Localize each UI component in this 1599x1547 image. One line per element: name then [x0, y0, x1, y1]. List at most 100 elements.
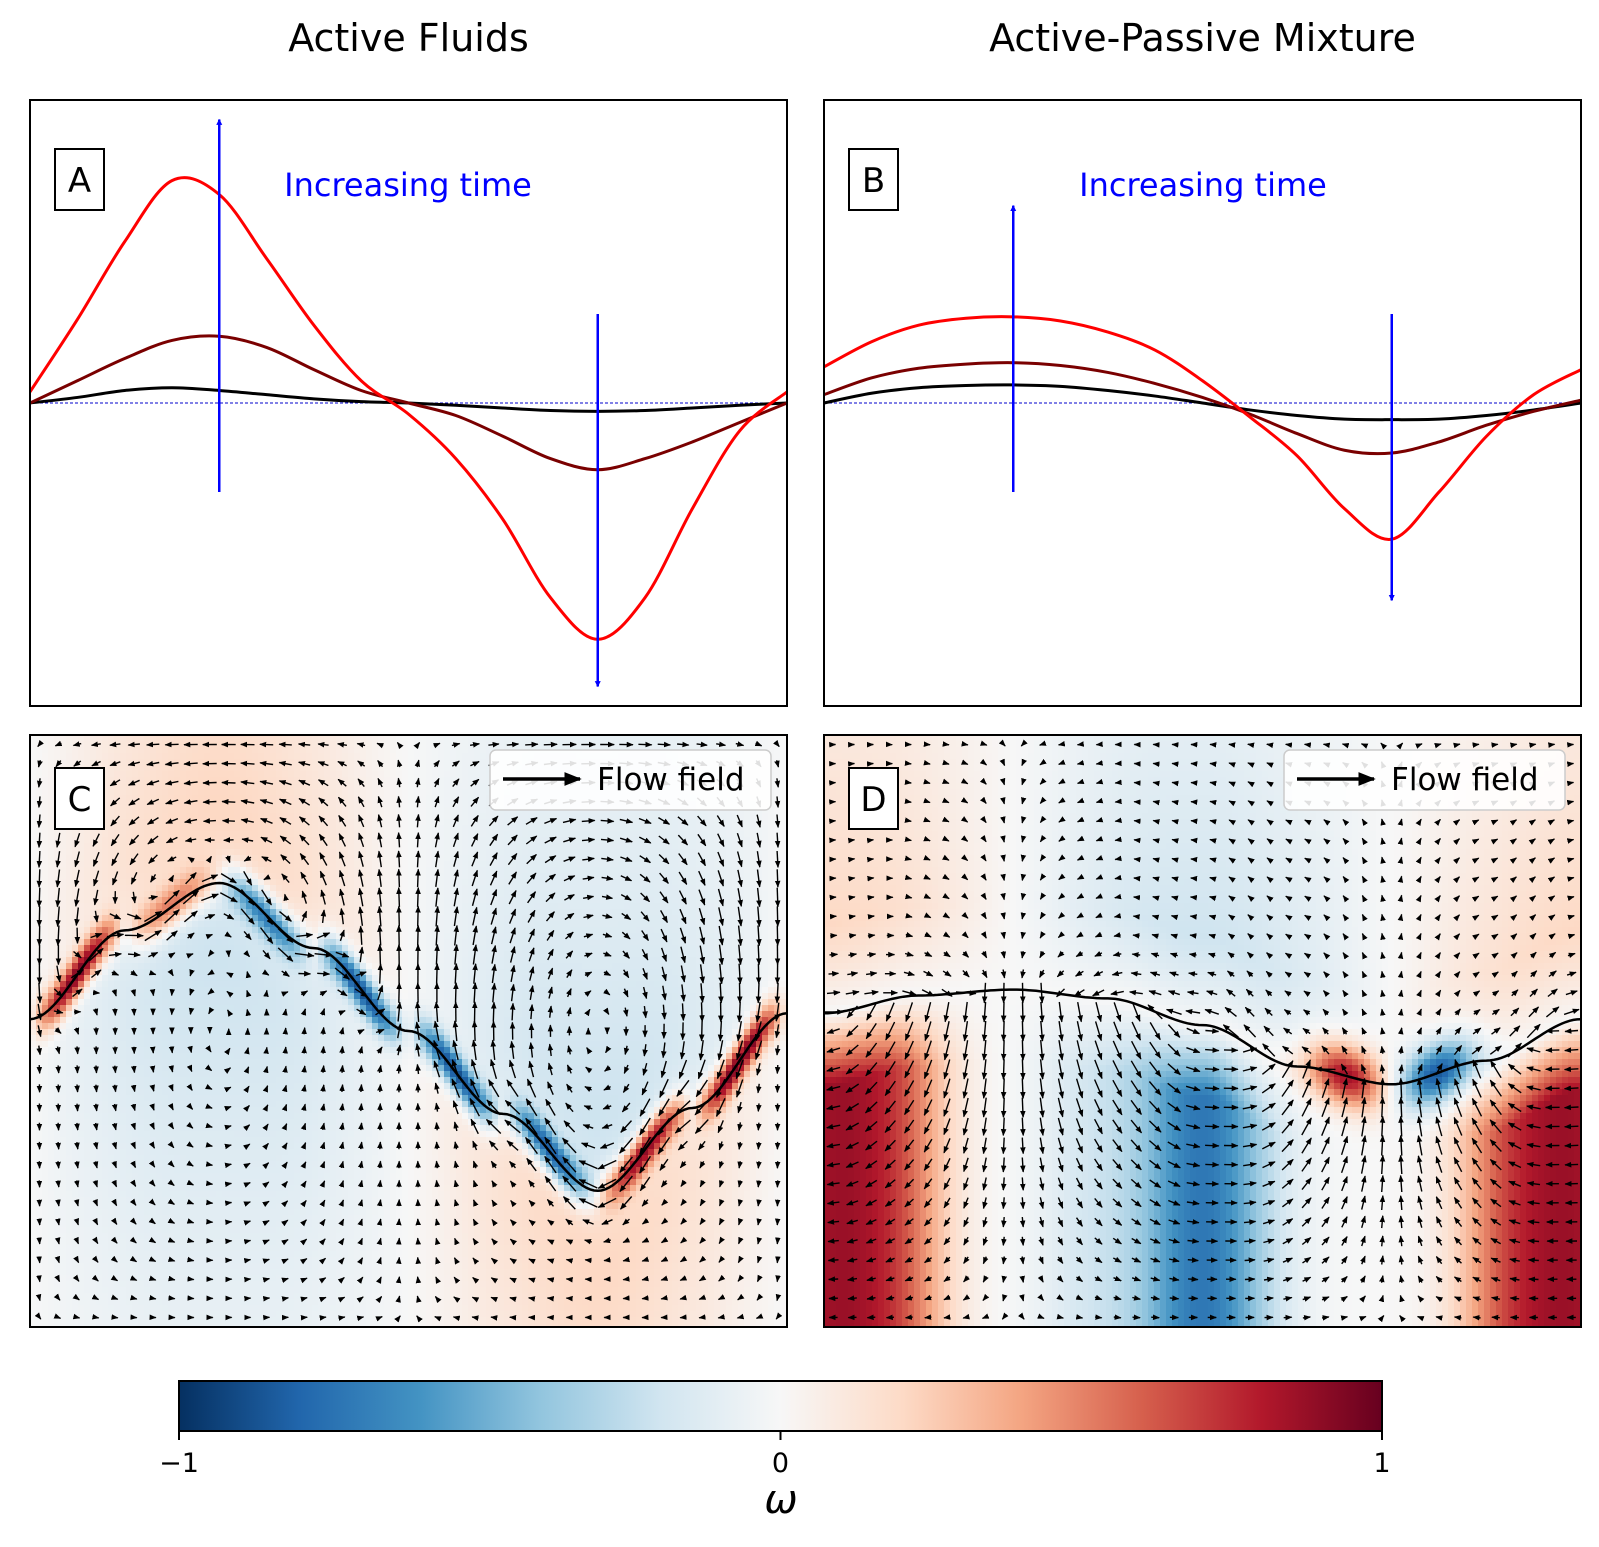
vorticity-cell: [312, 879, 319, 886]
vorticity-cell: [594, 825, 601, 832]
vorticity-cell: [264, 903, 271, 910]
vorticity-cell: [174, 825, 181, 832]
vorticity-cell: [138, 945, 145, 952]
vorticity-cell: [732, 837, 739, 844]
vorticity-cell: [462, 747, 469, 754]
vorticity-cell: [600, 927, 607, 934]
vorticity-cell: [330, 801, 337, 808]
vorticity-cell: [684, 849, 691, 856]
vorticity-cell: [774, 747, 781, 754]
vorticity-cell: [648, 873, 655, 880]
vorticity-cell: [102, 945, 109, 952]
vorticity-cell: [654, 843, 661, 850]
vorticity-cell: [390, 849, 397, 856]
vorticity-cell: [312, 747, 319, 754]
vorticity-cell: [684, 831, 691, 838]
vorticity-cell: [294, 903, 301, 910]
vorticity-cell: [498, 741, 505, 748]
vorticity-cell: [132, 933, 139, 940]
vorticity-cell: [252, 771, 259, 778]
vorticity-cell: [114, 861, 121, 868]
vorticity-cell: [462, 861, 469, 868]
vorticity-cell: [666, 903, 673, 910]
vorticity-cell: [708, 897, 715, 904]
vorticity-cell: [354, 753, 361, 760]
vorticity-cell: [462, 945, 469, 952]
vorticity-cell: [78, 753, 85, 760]
vorticity-cell: [210, 963, 217, 970]
vorticity-cell: [42, 777, 49, 784]
vorticity-cell: [114, 747, 121, 754]
vorticity-cell: [198, 843, 205, 850]
vorticity-cell: [276, 867, 283, 874]
vorticity-cell: [504, 957, 511, 964]
vorticity-cell: [534, 885, 541, 892]
vorticity-cell: [168, 945, 175, 952]
vorticity-cell: [564, 963, 571, 970]
vorticity-cell: [294, 837, 301, 844]
vorticity-cell: [270, 957, 277, 964]
vorticity-cell: [42, 843, 49, 850]
vorticity-cell: [510, 903, 517, 910]
vorticity-cell: [780, 747, 787, 754]
vorticity-cell: [282, 747, 289, 754]
vorticity-cell: [480, 801, 487, 808]
vorticity-cell: [438, 777, 445, 784]
vorticity-cell: [246, 867, 253, 874]
vorticity-cell: [432, 789, 439, 796]
vorticity-cell: [660, 849, 667, 856]
vorticity-cell: [120, 801, 127, 808]
vorticity-cell: [570, 903, 577, 910]
vorticity-cell: [372, 957, 379, 964]
vorticity-cell: [420, 783, 427, 790]
vorticity-cell: [426, 909, 433, 916]
vorticity-cell: [654, 915, 661, 922]
vorticity-cell: [528, 843, 535, 850]
vorticity-cell: [720, 963, 727, 970]
vorticity-cell: [288, 921, 295, 928]
vorticity-cell: [222, 939, 229, 946]
vorticity-cell: [426, 837, 433, 844]
vorticity-cell: [246, 903, 253, 910]
vorticity-cell: [366, 843, 373, 850]
vorticity-cell: [330, 789, 337, 796]
vorticity-cell: [294, 957, 301, 964]
vorticity-cell: [438, 843, 445, 850]
vorticity-cell: [582, 813, 589, 820]
vorticity-cell: [348, 789, 355, 796]
vorticity-cell: [672, 867, 679, 874]
vorticity-cell: [426, 759, 433, 766]
vorticity-cell: [588, 945, 595, 952]
vorticity-cell: [768, 909, 775, 916]
vorticity-cell: [60, 831, 67, 838]
vorticity-cell: [120, 831, 127, 838]
vorticity-cell: [384, 843, 391, 850]
vorticity-cell: [732, 957, 739, 964]
vorticity-cell: [486, 933, 493, 940]
vorticity-cell: [618, 939, 625, 946]
vorticity-cell: [90, 903, 97, 910]
vorticity-cell: [138, 957, 145, 964]
vorticity-cell: [582, 843, 589, 850]
vorticity-cell: [438, 837, 445, 844]
vorticity-cell: [492, 849, 499, 856]
vorticity-cell: [390, 873, 397, 880]
vorticity-cell: [282, 921, 289, 928]
vorticity-cell: [588, 861, 595, 868]
vorticity-cell: [540, 909, 547, 916]
vorticity-cell: [204, 831, 211, 838]
vorticity-cell: [426, 957, 433, 964]
vorticity-cell: [558, 873, 565, 880]
vorticity-cell: [552, 849, 559, 856]
vorticity-cell: [582, 879, 589, 886]
vorticity-cell: [372, 951, 379, 958]
vorticity-cell: [474, 747, 481, 754]
vorticity-cell: [516, 921, 523, 928]
vorticity-cell: [210, 861, 217, 868]
vorticity-cell: [282, 789, 289, 796]
vorticity-cell: [462, 939, 469, 946]
vorticity-cell: [318, 843, 325, 850]
vorticity-cell: [168, 789, 175, 796]
vorticity-cell: [54, 957, 61, 964]
vorticity-cell: [582, 939, 589, 946]
